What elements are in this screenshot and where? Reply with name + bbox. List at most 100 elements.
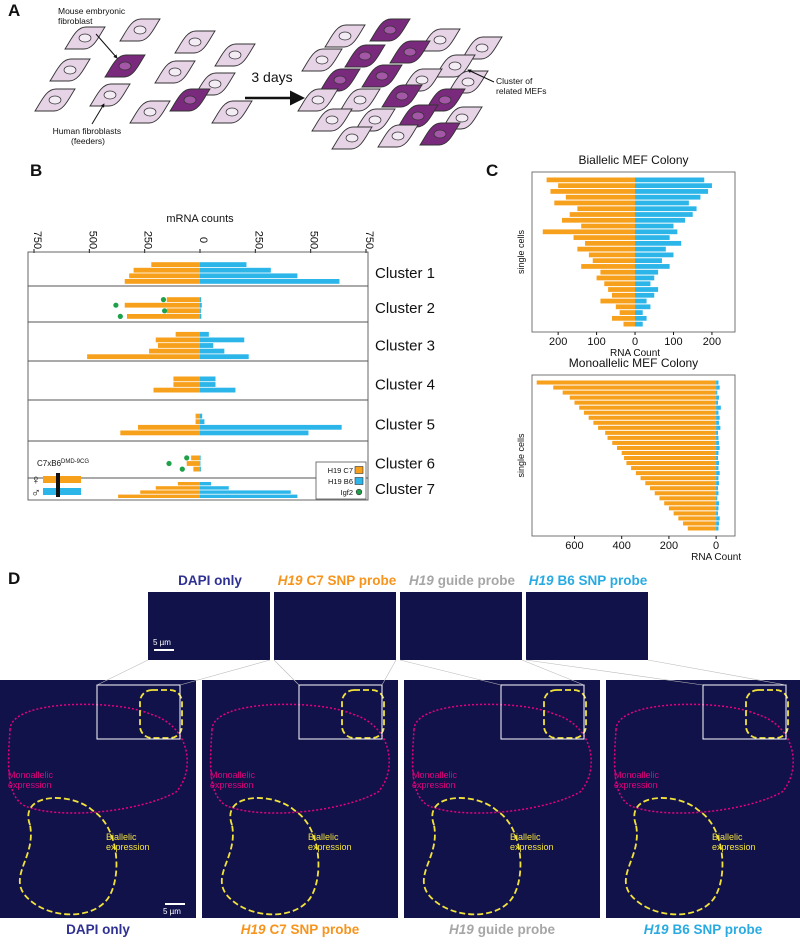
cell [378, 125, 418, 147]
cell [90, 84, 130, 106]
bar [635, 270, 658, 275]
bar [716, 516, 720, 520]
bar [631, 466, 716, 470]
cell-nucleus [49, 96, 61, 104]
annotation: Cluster of related MEFs [496, 76, 547, 96]
text-line: Mouse embryonic [58, 6, 127, 16]
cell-nucleus [119, 62, 131, 70]
bar [635, 293, 654, 298]
x-tick-label: 200 [549, 336, 567, 348]
bar [200, 486, 229, 489]
cell-nucleus [449, 62, 461, 70]
text-line: expression [8, 780, 52, 790]
cell [332, 127, 372, 149]
cell [35, 89, 75, 111]
cluster-label: Cluster 1 [375, 265, 435, 282]
micrograph-background [0, 680, 196, 918]
text-line: expression [614, 780, 658, 790]
bar [716, 486, 718, 490]
bar [200, 273, 297, 278]
bar [635, 189, 708, 194]
bar [716, 396, 719, 400]
probe-name: guide probe [478, 922, 556, 937]
bar [600, 270, 635, 275]
annotation: Human fibroblasts (feeders) [53, 126, 124, 146]
genotype-label: C7xB6DMD-9CG [37, 459, 89, 468]
cell-nucleus [439, 96, 451, 104]
cell [120, 19, 160, 41]
bar [200, 431, 308, 436]
text-line: (feeders) [71, 136, 105, 146]
cell-nucleus [209, 80, 221, 88]
bar [635, 316, 647, 321]
bar [554, 201, 635, 206]
bar [604, 281, 635, 286]
cluster-label: Cluster 2 [375, 300, 435, 317]
bar [626, 461, 716, 465]
region-label: Monoallelic expression [210, 770, 258, 790]
bar [635, 253, 673, 258]
text-line: Cluster of [496, 76, 535, 86]
bar [597, 276, 635, 281]
igf2-dot [118, 314, 123, 319]
cell [298, 89, 338, 111]
bar [173, 377, 200, 382]
bar [563, 391, 716, 395]
bar [543, 229, 635, 234]
bar [200, 297, 201, 302]
bar [167, 297, 200, 302]
text-line: Biallelic [106, 832, 139, 842]
x-tick-label: 0 [632, 336, 638, 348]
bar [716, 526, 718, 530]
bar [716, 441, 719, 445]
bar [716, 426, 720, 430]
cell [325, 25, 365, 47]
cell [420, 123, 460, 145]
bar [716, 436, 718, 440]
bar [716, 476, 718, 480]
probe-name: DAPI only [178, 573, 242, 588]
bar [589, 416, 716, 420]
bar [570, 212, 635, 217]
bar [129, 273, 200, 278]
x-tick-label: 500 [86, 231, 98, 249]
bar [200, 456, 201, 461]
bar [635, 178, 704, 183]
time-label: 3 days [251, 69, 292, 85]
legend-swatch [356, 489, 362, 495]
region-label: Monoallelic expression [412, 770, 460, 790]
probe-name: B6 SNP probe [557, 573, 647, 588]
bar [574, 401, 716, 405]
bar [635, 241, 681, 246]
bar [716, 461, 719, 465]
text-line: Monoallelic [614, 770, 662, 780]
allele-marker [56, 473, 60, 485]
gene-name: H19 [409, 573, 434, 588]
genotype-cross: C7xB6 [37, 459, 62, 468]
bar [593, 421, 716, 425]
bar [635, 201, 689, 206]
cell [302, 49, 342, 71]
bar [716, 481, 719, 485]
x-tick-label: 750 [363, 231, 375, 249]
bar [200, 332, 209, 337]
x-tick-label: 400 [613, 540, 631, 552]
text-line: Monoallelic [8, 770, 56, 780]
bar [579, 406, 716, 410]
bar [134, 268, 200, 273]
bar [550, 189, 635, 194]
x-tick-label: 0 [197, 237, 209, 243]
cluster-label: Cluster 3 [375, 337, 435, 354]
bar [118, 495, 200, 498]
bar [608, 287, 635, 292]
cell-nucleus [416, 76, 428, 84]
bar [200, 308, 201, 313]
bar [635, 258, 662, 263]
x-tick-label: 100 [587, 336, 605, 348]
channel-label: DAPI only [178, 573, 242, 588]
bar [577, 247, 635, 252]
cell [215, 44, 255, 66]
